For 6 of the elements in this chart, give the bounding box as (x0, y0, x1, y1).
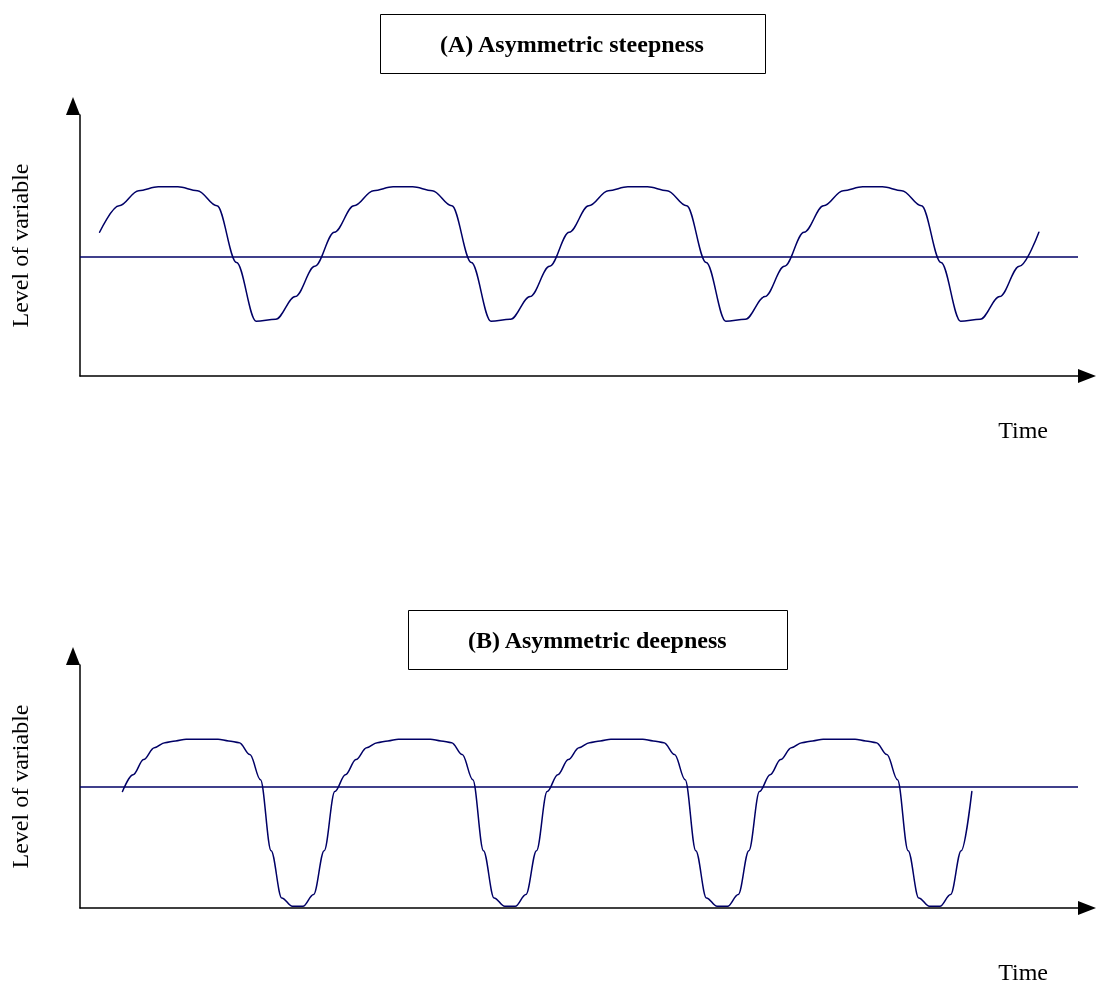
y-axis-title: Level of variable (7, 163, 33, 328)
x-axis-title: Time (998, 417, 1049, 443)
chart-title: (A) Asymmetric steepness (440, 31, 704, 57)
chart-title: (B) Asymmetric deepness (468, 627, 727, 653)
x-axis-title: Time (998, 959, 1049, 985)
y-axis-title: Level of variable (7, 704, 33, 869)
